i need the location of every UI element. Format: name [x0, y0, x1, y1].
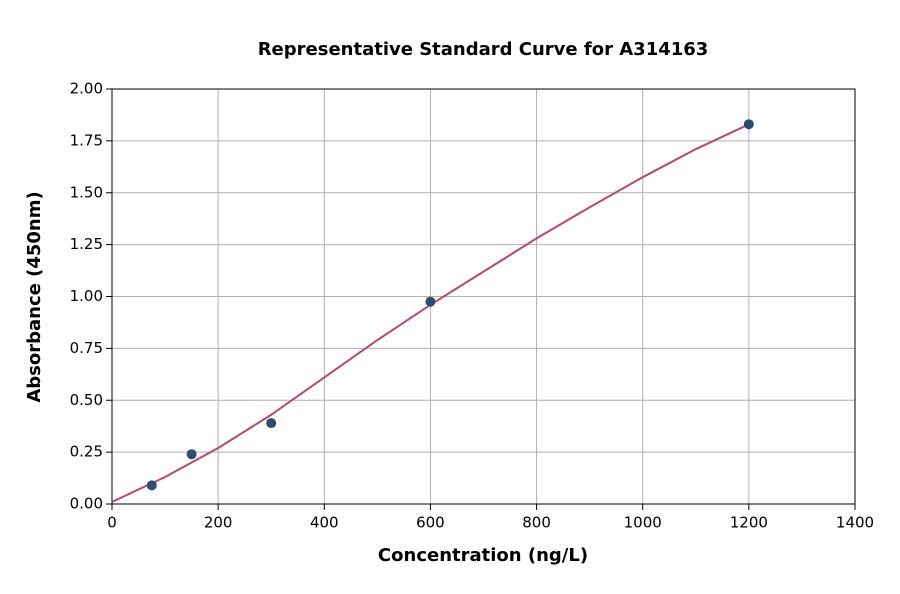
x-tick-label: 200 — [204, 514, 233, 532]
data-point — [425, 296, 436, 307]
y-axis-label: Absorbance (450nm) — [24, 191, 45, 402]
data-point — [743, 119, 754, 130]
x-tick-label: 1000 — [624, 514, 662, 532]
y-tick-label: 2.00 — [70, 80, 103, 98]
x-tick-label: 400 — [310, 514, 339, 532]
data-point — [146, 480, 157, 491]
x-tick-label: 0 — [107, 514, 117, 532]
chart-title: Representative Standard Curve for A31416… — [258, 39, 709, 60]
y-tick-label: 0.75 — [70, 339, 103, 357]
y-tick-label: 1.00 — [70, 287, 103, 305]
x-tick-label: 1200 — [730, 514, 768, 532]
data-point — [266, 418, 277, 429]
plot-frame — [111, 88, 856, 505]
y-tick-label: 1.50 — [70, 183, 103, 201]
y-tick-label: 0.25 — [70, 443, 103, 461]
y-tick-label: 0.00 — [70, 495, 103, 513]
x-tick-label: 800 — [522, 514, 551, 532]
x-tick-label: 1400 — [836, 514, 874, 532]
x-tick-label: 600 — [416, 514, 445, 532]
data-point — [186, 449, 197, 460]
y-tick-label: 0.50 — [70, 391, 103, 409]
y-tick-label: 1.25 — [70, 235, 103, 253]
y-tick-label: 1.75 — [70, 131, 103, 149]
x-axis-label: Concentration (ng/L) — [378, 545, 588, 566]
